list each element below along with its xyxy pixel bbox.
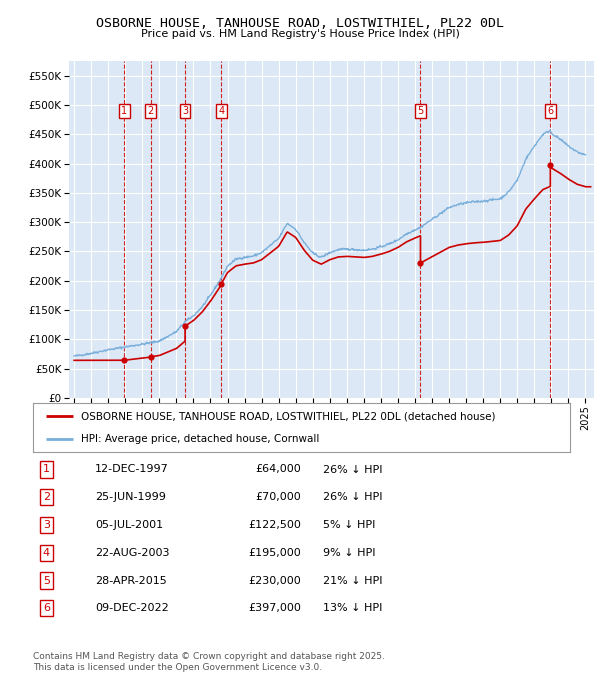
- Text: 13% ↓ HPI: 13% ↓ HPI: [323, 603, 382, 613]
- Text: 09-DEC-2022: 09-DEC-2022: [95, 603, 169, 613]
- Text: 26% ↓ HPI: 26% ↓ HPI: [323, 464, 382, 475]
- Text: 1: 1: [43, 464, 50, 475]
- Text: 05-JUL-2001: 05-JUL-2001: [95, 520, 163, 530]
- Text: £122,500: £122,500: [248, 520, 302, 530]
- Text: 21% ↓ HPI: 21% ↓ HPI: [323, 575, 382, 585]
- Text: OSBORNE HOUSE, TANHOUSE ROAD, LOSTWITHIEL, PL22 0DL (detached house): OSBORNE HOUSE, TANHOUSE ROAD, LOSTWITHIE…: [82, 411, 496, 422]
- Text: Contains HM Land Registry data © Crown copyright and database right 2025.
This d: Contains HM Land Registry data © Crown c…: [33, 652, 385, 672]
- Text: 26% ↓ HPI: 26% ↓ HPI: [323, 492, 382, 503]
- Text: 28-APR-2015: 28-APR-2015: [95, 575, 167, 585]
- Text: 25-JUN-1999: 25-JUN-1999: [95, 492, 166, 503]
- Text: £230,000: £230,000: [249, 575, 302, 585]
- Text: 5: 5: [43, 575, 50, 585]
- Text: £397,000: £397,000: [248, 603, 302, 613]
- Text: 6: 6: [43, 603, 50, 613]
- Text: 2: 2: [148, 106, 154, 116]
- Text: £70,000: £70,000: [256, 492, 302, 503]
- Text: 1: 1: [121, 106, 127, 116]
- Text: OSBORNE HOUSE, TANHOUSE ROAD, LOSTWITHIEL, PL22 0DL: OSBORNE HOUSE, TANHOUSE ROAD, LOSTWITHIE…: [96, 17, 504, 30]
- Text: 6: 6: [547, 106, 553, 116]
- Text: £195,000: £195,000: [249, 548, 302, 558]
- Text: 4: 4: [218, 106, 224, 116]
- Text: 5: 5: [418, 106, 424, 116]
- Text: 9% ↓ HPI: 9% ↓ HPI: [323, 548, 376, 558]
- Text: 4: 4: [43, 548, 50, 558]
- Text: 3: 3: [43, 520, 50, 530]
- Text: 2: 2: [43, 492, 50, 503]
- Text: 12-DEC-1997: 12-DEC-1997: [95, 464, 169, 475]
- Text: Price paid vs. HM Land Registry's House Price Index (HPI): Price paid vs. HM Land Registry's House …: [140, 29, 460, 39]
- Text: 5% ↓ HPI: 5% ↓ HPI: [323, 520, 376, 530]
- Text: 22-AUG-2003: 22-AUG-2003: [95, 548, 169, 558]
- Text: £64,000: £64,000: [256, 464, 302, 475]
- Text: 3: 3: [182, 106, 188, 116]
- Text: HPI: Average price, detached house, Cornwall: HPI: Average price, detached house, Corn…: [82, 434, 320, 444]
